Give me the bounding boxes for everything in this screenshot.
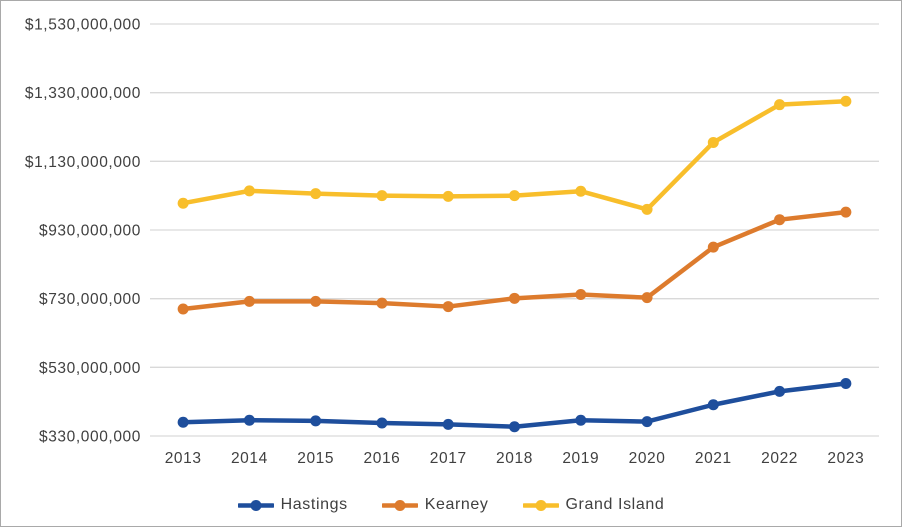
data-point-hastings bbox=[509, 421, 520, 433]
x-axis-tick-label: 2021 bbox=[695, 450, 732, 467]
data-point-grand-island bbox=[442, 190, 454, 202]
data-point-grand-island bbox=[310, 188, 322, 200]
legend-label: Grand Island bbox=[565, 496, 665, 513]
data-point-kearney bbox=[509, 292, 520, 304]
y-axis-tick-label: $1,330,000,000 bbox=[25, 85, 141, 102]
data-point-kearney bbox=[840, 206, 852, 218]
data-point-kearney bbox=[177, 303, 189, 315]
data-point-kearney bbox=[243, 295, 255, 307]
data-point-grand-island bbox=[243, 185, 255, 197]
data-point-hastings bbox=[243, 414, 255, 426]
data-point-kearney bbox=[442, 301, 454, 313]
x-axis-tick-label: 2018 bbox=[496, 450, 533, 467]
y-axis-tick-label: $1,130,000,000 bbox=[25, 154, 141, 171]
x-axis-tick-label: 2016 bbox=[364, 450, 401, 467]
x-axis-tick-label: 2020 bbox=[629, 450, 666, 467]
data-point-hastings bbox=[641, 416, 653, 428]
data-point-grand-island bbox=[376, 190, 388, 202]
data-point-hastings bbox=[310, 415, 322, 427]
data-point-grand-island bbox=[509, 190, 520, 202]
data-point-kearney bbox=[707, 241, 719, 253]
series-line-hastings bbox=[180, 381, 849, 429]
data-point-hastings bbox=[774, 385, 786, 397]
data-point-grand-island bbox=[641, 203, 653, 215]
data-point-grand-island bbox=[177, 197, 189, 209]
x-axis-tick-label: 2023 bbox=[827, 450, 864, 467]
data-point-kearney bbox=[310, 295, 322, 307]
data-point-hastings bbox=[442, 418, 454, 430]
chart-legend: Hastings Kearney Grand Island bbox=[1, 496, 901, 514]
x-axis-tick-label: 2014 bbox=[231, 450, 268, 467]
y-axis-tick-label: $1,530,000,000 bbox=[25, 16, 141, 33]
y-axis-tick-label: $930,000,000 bbox=[39, 222, 141, 239]
data-point-hastings bbox=[840, 377, 852, 389]
x-axis-tick-label: 2019 bbox=[562, 450, 599, 467]
y-axis-tick-label: $330,000,000 bbox=[39, 428, 141, 445]
legend-label: Kearney bbox=[424, 496, 489, 513]
legend-label: Hastings bbox=[280, 496, 348, 513]
x-axis-tick-label: 2022 bbox=[761, 450, 798, 467]
data-point-hastings bbox=[177, 416, 189, 428]
legend-item-hastings: Hastings bbox=[237, 496, 348, 514]
x-axis-tick-label: 2017 bbox=[430, 450, 467, 467]
data-point-grand-island bbox=[840, 95, 852, 107]
legend-marker-icon bbox=[381, 499, 418, 511]
x-axis-tick-label: 2013 bbox=[165, 450, 202, 467]
legend-marker-icon bbox=[237, 499, 274, 511]
legend-item-kearney: Kearney bbox=[381, 496, 489, 514]
data-point-kearney bbox=[774, 214, 786, 226]
data-point-grand-island bbox=[707, 136, 719, 148]
legend-item-grand-island: Grand Island bbox=[522, 496, 665, 514]
data-point-kearney bbox=[575, 289, 587, 301]
data-point-grand-island bbox=[575, 185, 587, 197]
data-point-kearney bbox=[641, 292, 653, 304]
y-axis-tick-label: $530,000,000 bbox=[39, 360, 141, 377]
legend-marker-icon bbox=[522, 499, 559, 511]
data-point-kearney bbox=[376, 297, 388, 309]
data-point-hastings bbox=[575, 414, 587, 426]
y-axis-tick-label: $730,000,000 bbox=[39, 291, 141, 308]
data-point-grand-island bbox=[774, 99, 786, 111]
data-point-hastings bbox=[707, 399, 719, 411]
x-axis-tick-label: 2015 bbox=[297, 450, 334, 467]
data-point-hastings bbox=[376, 417, 388, 429]
